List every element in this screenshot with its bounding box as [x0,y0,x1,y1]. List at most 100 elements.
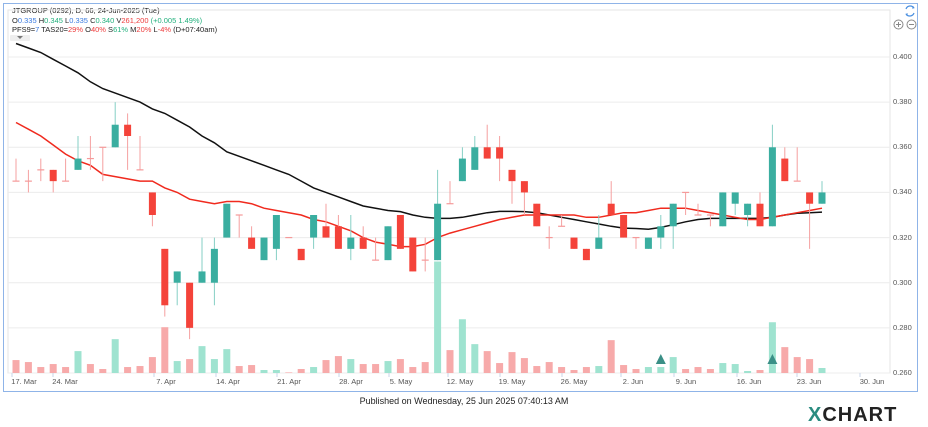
volume-bar [508,352,516,373]
y-tick-label: 0.260 [893,368,912,377]
volume-bar [744,371,752,373]
y-tick-label: 0.400 [893,52,912,61]
zoom-out-icon[interactable] [906,19,917,30]
low-label: L [65,15,70,25]
zoom-in-icon[interactable] [893,19,904,30]
volume-bar [768,322,776,373]
volume-bar [595,366,603,373]
ind-s-label: S [105,25,114,34]
candle-down [508,169,516,182]
candle-down [483,147,491,159]
candle-down [756,203,764,227]
volume-bar [806,359,814,373]
x-tick-label: 21. Apr [277,377,301,386]
tas-value: 29% [68,25,84,34]
volume-bar [285,372,293,373]
candle-up [458,158,466,182]
ind-m-value: 20% [136,25,152,34]
open-label: O [12,15,18,25]
volume-bar [731,364,739,373]
candle-down [297,248,305,261]
volume-bar [520,358,528,373]
volume-bar [483,351,491,373]
plot-area [7,9,891,374]
candle-down [334,226,342,249]
candle-down [570,237,578,249]
volume-bar [434,261,442,373]
volume-bar [359,364,367,373]
volume-bar [111,339,119,373]
x-tick-label: 28. Apr [339,377,363,386]
ind-o-value: 40% [90,25,106,34]
high-label: H [38,15,45,25]
x-tick-label: 2. Jun [622,377,644,386]
y-tick-label: 0.360 [893,142,912,152]
candle-down [409,237,417,272]
x-tick-label: 9. Jun [675,377,697,386]
candle-down [396,215,404,249]
x-tick-label: 23. Jun [796,377,822,386]
candle-up [210,248,218,283]
candle-down [124,124,132,136]
candle-up [818,192,826,204]
volume-bar [570,370,578,373]
volume-bar [62,367,70,373]
volume-bar [719,363,727,373]
volume-bar [607,340,615,373]
x-tick-label: 26. May [560,377,588,386]
refresh-icon[interactable] [903,4,917,18]
candle-up [731,192,739,204]
candle-up [111,124,119,148]
candle-up [644,237,652,249]
xchart-logo: XCHART [808,404,898,426]
candle-down [620,215,628,238]
volume-bar [49,364,57,373]
volume-value: 261,200 [121,15,149,25]
candle-down [781,158,789,182]
volume-bar [471,344,479,373]
volume-bar [582,367,590,373]
moving-average-line-red [15,121,823,248]
volume-bar [421,362,429,373]
y-tick-label: 0.380 [893,97,912,107]
volume-bar [446,350,454,373]
volume-bar [384,361,392,373]
volume-bar [272,370,280,373]
y-tick-label: 0.320 [893,232,912,242]
pfs-label: PFS9= [12,25,36,34]
candle-up [669,203,677,227]
candle-down [533,203,541,227]
candle-up [434,203,442,261]
candle-down [496,147,504,159]
volume-bar [74,351,82,373]
candle-up [657,226,665,238]
candle-up [384,226,392,261]
candle-up [310,215,318,238]
x-tick-label: 7. Apr [156,377,176,386]
volume-bar [173,361,181,373]
candle-up [74,158,82,170]
volume-bar [260,370,268,373]
volume-bar [99,369,107,373]
dropdown-icon[interactable] [10,35,30,41]
y-tick-label: 0.280 [893,322,912,332]
ind-m-label: M [128,25,137,34]
volume-bar [322,360,330,373]
high-value: 0.345 [44,15,63,25]
candle-up [595,237,603,249]
candle-up [272,215,280,249]
candle-down [359,237,367,249]
volume-bar [24,362,32,373]
candle-up [471,147,479,170]
volume-bar [347,359,355,373]
ind-time: (D+07:40am) [171,25,218,34]
legend-ohlc: O0.335 H0.345 L0.335 C0.340 V261,200 (+0… [12,16,217,26]
volume-bar [334,356,342,373]
change-value: (+0.005 1.49%) [150,15,203,25]
logo-x: X [808,404,823,426]
candle-down [49,169,57,182]
buy-signal-marker [767,354,778,364]
chart-frame [3,3,918,392]
volume-bar [310,367,318,373]
